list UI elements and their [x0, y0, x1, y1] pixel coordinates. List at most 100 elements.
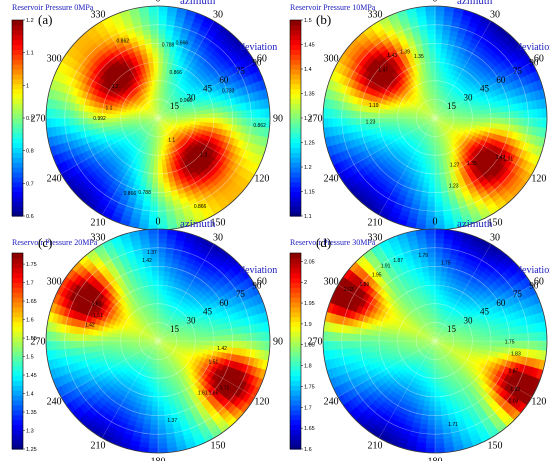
heatmap-cell	[438, 99, 442, 105]
azimuth-spoke	[157, 117, 215, 216]
contour-label: 0.733	[222, 88, 235, 94]
heatmap-cell	[123, 185, 133, 193]
heatmap-cell	[416, 89, 422, 96]
heatmap-cell	[353, 63, 363, 74]
heatmap-cell	[425, 115, 431, 118]
heatmap-cell	[129, 340, 135, 344]
heatmap-cell	[86, 51, 96, 62]
heatmap-cell	[121, 301, 129, 309]
heatmap-cell	[170, 44, 178, 51]
heatmap-cell	[125, 134, 132, 140]
colorbar-segment	[290, 137, 301, 144]
heatmap-cell	[440, 106, 445, 111]
heatmap-cell	[355, 110, 361, 118]
heatmap-cell	[124, 337, 131, 341]
heatmap-cell	[240, 102, 247, 112]
heatmap-cell	[166, 121, 172, 125]
heatmap-cell	[416, 111, 422, 115]
heatmap-cell	[141, 147, 147, 154]
heatmap-cell	[167, 280, 175, 288]
heatmap-cell	[430, 118, 435, 122]
heatmap-cell	[154, 341, 158, 345]
heatmap-cell	[185, 174, 194, 183]
heatmap-cell	[452, 137, 459, 144]
heatmap-cell	[442, 108, 447, 113]
heatmap-cell	[395, 99, 402, 106]
heatmap-cell	[447, 190, 456, 197]
panel-letter: (a)	[38, 12, 52, 27]
heatmap-cell	[88, 351, 95, 360]
heatmap-cell	[158, 118, 160, 123]
heatmap-cell	[442, 205, 452, 212]
heatmap-cell	[211, 127, 219, 135]
heatmap-cell	[96, 340, 103, 347]
heatmap-cell	[67, 85, 75, 96]
heatmap-cell	[149, 95, 154, 101]
heatmap-cell	[387, 117, 394, 123]
heatmap-cell	[193, 103, 200, 109]
heatmap-cell	[161, 111, 166, 116]
heatmap-cell	[125, 112, 131, 116]
heatmap-cell	[82, 333, 89, 341]
heatmap-cell	[438, 112, 444, 116]
heatmap-cell	[158, 75, 162, 81]
heatmap-cell	[402, 27, 413, 35]
heatmap-cell	[142, 280, 149, 287]
heatmap-cell	[441, 123, 447, 129]
heatmap-cell	[148, 115, 154, 118]
heatmap-cell	[369, 152, 378, 162]
heatmap-cell	[432, 113, 435, 118]
heatmap-cell	[126, 270, 135, 278]
heatmap-cell	[432, 141, 435, 147]
heatmap-cell	[194, 344, 201, 349]
heatmap-cell	[431, 80, 436, 86]
heatmap-cell	[444, 172, 451, 179]
heatmap-cell	[444, 115, 450, 118]
heatmap-cell	[85, 174, 96, 185]
heatmap-cell	[432, 113, 435, 118]
heatmap-cell	[113, 37, 124, 46]
heatmap-cell	[378, 112, 384, 118]
heatmap-cell	[135, 330, 142, 335]
heatmap-cell	[425, 215, 435, 222]
heatmap-cell	[165, 91, 171, 97]
heatmap-cell	[527, 61, 538, 74]
heatmap-cell	[442, 123, 447, 128]
heatmap-cell	[64, 168, 74, 180]
heatmap-cell	[417, 109, 423, 114]
heatmap-cell	[468, 21, 480, 30]
colorbar-tick-label: 1.1	[26, 51, 34, 57]
heatmap-cell	[190, 341, 196, 345]
heatmap-cell	[422, 182, 430, 189]
heatmap-cell	[380, 190, 391, 200]
heatmap-cell	[85, 60, 95, 70]
heatmap-cell	[420, 143, 426, 150]
heatmap-cell	[167, 356, 172, 362]
heatmap-cell	[120, 111, 126, 116]
heatmap-cell	[426, 14, 436, 21]
heatmap-cell	[418, 106, 424, 111]
heatmap-cell	[426, 125, 431, 131]
azimuth-spoke	[337, 61, 436, 119]
heatmap-cell	[162, 119, 168, 122]
heatmap-cell	[498, 141, 506, 151]
heatmap-cell	[77, 72, 86, 83]
heatmap-cell	[93, 100, 100, 108]
heatmap-cell	[461, 96, 468, 102]
heatmap-cell	[153, 118, 158, 120]
heatmap-cell	[158, 108, 160, 114]
heatmap-cell	[442, 96, 448, 102]
heatmap-cell	[195, 271, 205, 281]
heatmap-cell	[517, 125, 524, 135]
heatmap-cell	[158, 118, 161, 123]
heatmap-cell	[250, 109, 257, 119]
heatmap-cell	[476, 109, 482, 115]
heatmap-cell	[234, 155, 243, 166]
colorbar-tick-label: 1.15	[304, 190, 315, 196]
heatmap-cell	[162, 284, 169, 291]
heatmap-cell	[142, 98, 148, 104]
heatmap-cell	[537, 108, 543, 119]
heatmap-cell	[353, 161, 363, 172]
heatmap-cell	[233, 186, 245, 199]
heatmap-cell	[378, 170, 388, 180]
